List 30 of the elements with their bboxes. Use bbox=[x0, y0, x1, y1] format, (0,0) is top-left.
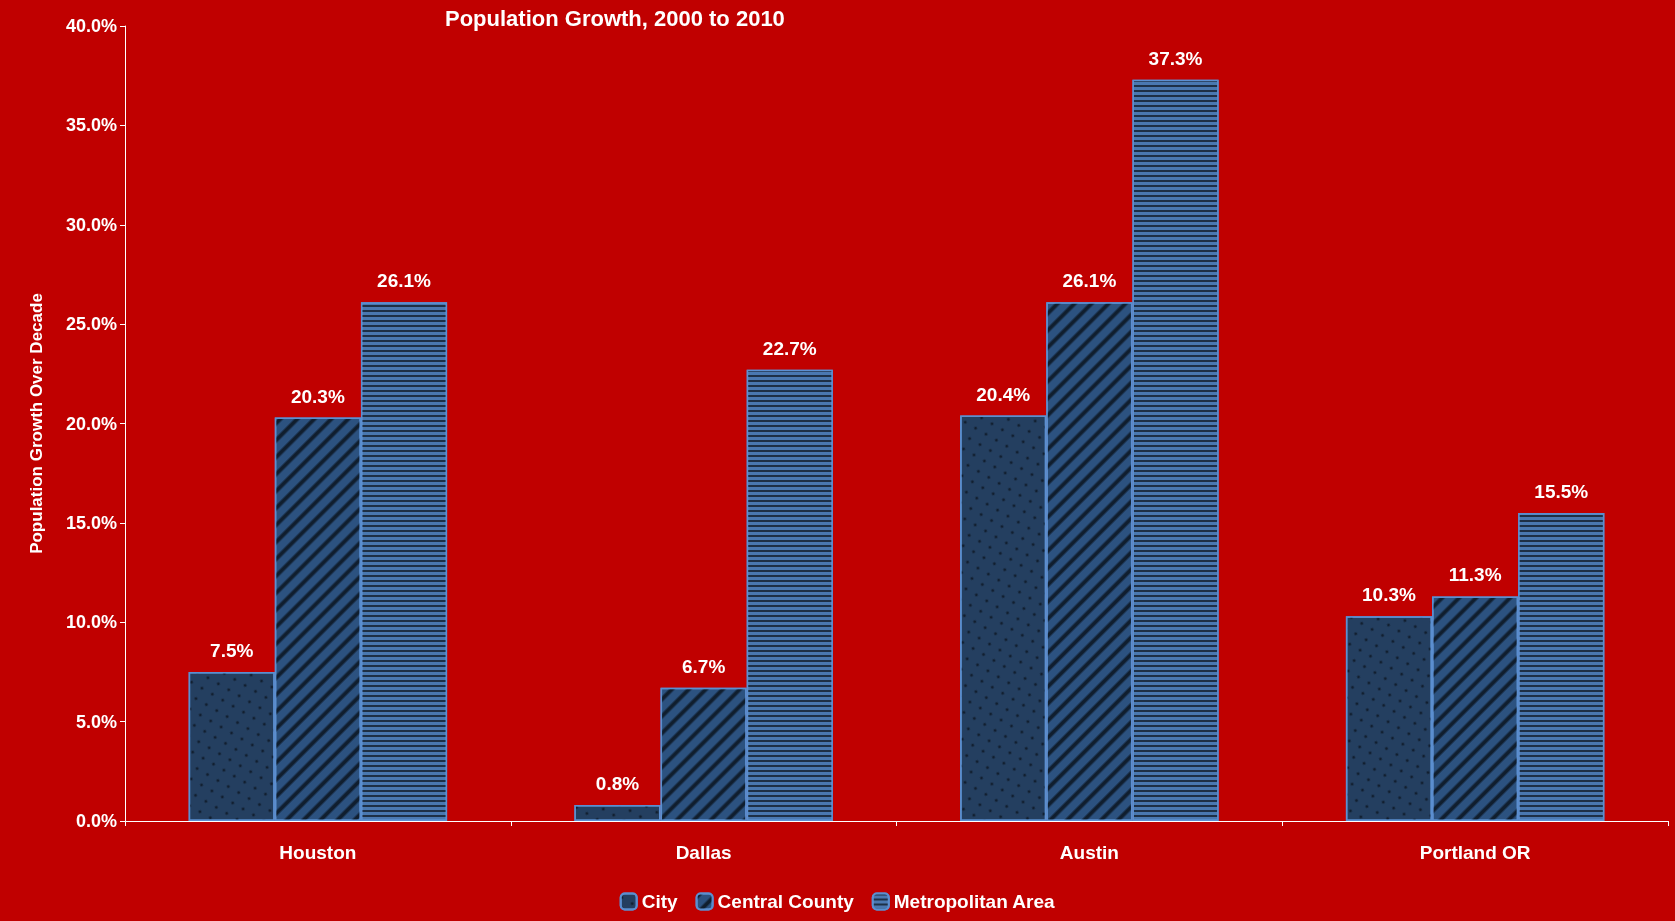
y-tick-label: 35.0% bbox=[65, 115, 117, 136]
data-label: 26.1% bbox=[377, 270, 432, 292]
legend-label: Metropolitan Area bbox=[893, 891, 1056, 912]
x-tick-label: Austin bbox=[1059, 842, 1119, 863]
data-label: 22.7% bbox=[762, 337, 817, 359]
y-tick-label: 40.0% bbox=[65, 16, 117, 36]
y-tick-label: 25.0% bbox=[65, 314, 117, 335]
data-label: 20.4% bbox=[976, 383, 1031, 405]
data-label: 26.1% bbox=[1062, 270, 1117, 292]
data-label: 6.7% bbox=[681, 655, 726, 677]
x-tick-label: Houston bbox=[279, 842, 357, 863]
data-label: 20.3% bbox=[290, 385, 345, 407]
y-tick-label: 5.0% bbox=[75, 711, 117, 732]
data-label: 7.5% bbox=[210, 639, 254, 661]
data-label: 10.3% bbox=[1362, 584, 1417, 606]
chart-title: Population Growth, 2000 to 2010 bbox=[445, 5, 785, 31]
legend-label: Central County bbox=[717, 891, 855, 912]
data-label: 15.5% bbox=[1534, 480, 1589, 502]
y-axis-title: Population Growth Over Decade bbox=[27, 293, 46, 554]
y-tick-label: 15.0% bbox=[65, 512, 117, 533]
y-tick-label: 10.0% bbox=[65, 612, 117, 633]
data-label: 11.3% bbox=[1448, 564, 1502, 586]
data-label: 0.8% bbox=[595, 773, 640, 795]
y-tick-label: 20.0% bbox=[65, 413, 117, 434]
legend-label: City bbox=[641, 891, 679, 912]
x-tick-label: Portland OR bbox=[1419, 842, 1531, 863]
data-label: 37.3% bbox=[1148, 47, 1203, 69]
y-tick-label: 0.0% bbox=[75, 811, 117, 831]
y-tick-label: 30.0% bbox=[65, 214, 117, 235]
x-tick-label: Dallas bbox=[675, 842, 732, 863]
